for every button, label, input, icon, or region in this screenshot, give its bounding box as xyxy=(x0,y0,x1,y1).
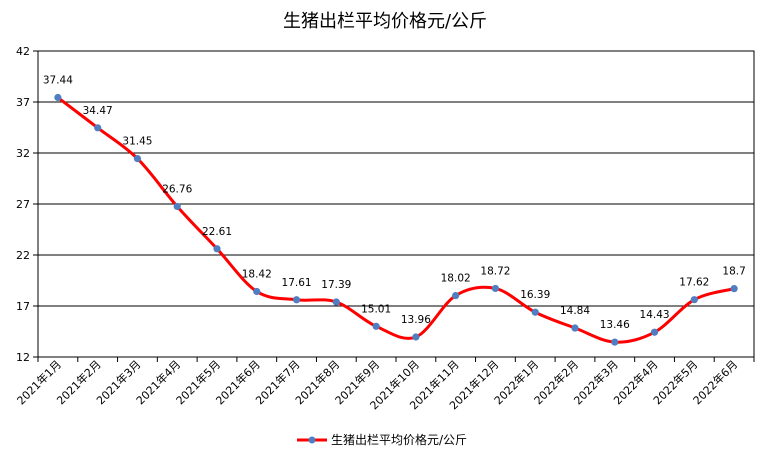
data-label: 15.01 xyxy=(361,303,391,315)
data-label: 13.96 xyxy=(401,314,431,326)
data-label: 18.02 xyxy=(441,273,471,285)
data-point xyxy=(372,322,380,330)
y-tick-label: 42 xyxy=(16,45,30,58)
data-labels: 37.44 34.47 31.45 26.76 22.61 18.42 17.61 17.39… xyxy=(43,75,746,332)
data-label: 14.84 xyxy=(560,305,590,317)
data-point xyxy=(412,333,420,341)
y-tick-label: 12 xyxy=(16,351,30,364)
data-point xyxy=(611,338,619,346)
data-point xyxy=(292,296,301,304)
data-label: 22.61 xyxy=(202,226,232,238)
y-tick-label: 27 xyxy=(16,198,30,211)
legend-marker-swatch xyxy=(308,436,316,444)
data-point xyxy=(452,291,460,300)
data-point xyxy=(571,324,579,332)
series-group xyxy=(56,96,735,344)
data-label: 17.39 xyxy=(321,279,351,291)
data-point xyxy=(531,308,539,316)
markers xyxy=(54,93,738,346)
axes xyxy=(33,50,755,362)
data-point xyxy=(730,285,738,293)
data-label: 17.62 xyxy=(679,277,709,289)
data-point xyxy=(491,284,500,293)
data-label: 18.42 xyxy=(242,269,272,281)
x-tick-labels: 2021年1月2021年2月2021年3月2021年4月2021年5月2021年… xyxy=(14,357,740,412)
data-label: 13.46 xyxy=(600,319,630,331)
data-point xyxy=(173,202,181,211)
y-tick-label: 17 xyxy=(16,300,30,313)
data-point xyxy=(253,287,261,296)
legend-label: 生猪出栏平均价格元/公斤 xyxy=(331,432,467,447)
data-label: 14.43 xyxy=(640,309,670,321)
data-label: 34.47 xyxy=(83,105,113,117)
data-label: 17.61 xyxy=(282,277,312,289)
data-point xyxy=(690,296,698,304)
data-label: 37.44 xyxy=(43,75,73,87)
data-label: 31.45 xyxy=(122,136,152,148)
series-line xyxy=(56,96,735,344)
data-label: 16.39 xyxy=(520,289,550,301)
legend: 生猪出栏平均价格元/公斤 xyxy=(297,432,467,447)
data-point xyxy=(213,245,221,253)
data-point xyxy=(54,93,62,102)
data-label: 18.72 xyxy=(480,265,510,277)
y-tick-label: 37 xyxy=(16,96,30,109)
y-tick-labels: 12 17 22 27 32 37 42 xyxy=(16,45,30,364)
data-point xyxy=(94,124,102,132)
y-tick-label: 22 xyxy=(16,249,30,262)
data-label: 26.76 xyxy=(162,183,192,195)
data-point xyxy=(332,298,340,306)
data-label: 18.7 xyxy=(722,266,745,278)
data-point xyxy=(650,328,659,336)
y-tick-label: 32 xyxy=(16,147,30,160)
data-point xyxy=(133,155,142,163)
chart-title: 生猪出栏平均价格元/公斤 xyxy=(283,11,487,32)
